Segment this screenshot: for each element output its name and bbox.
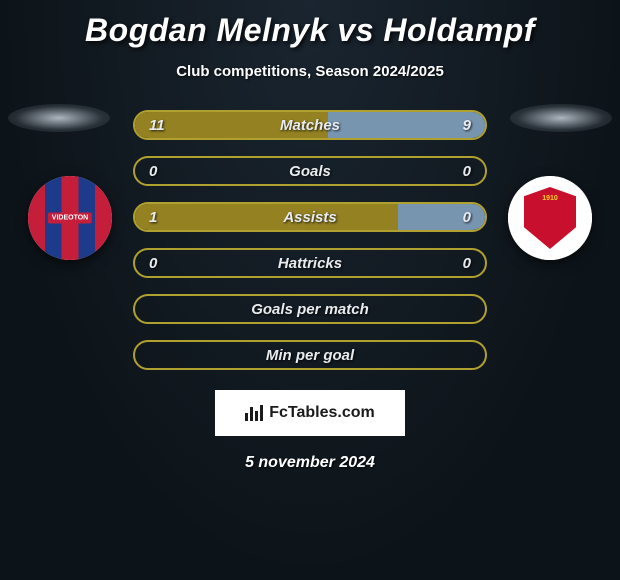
- stat-row: 11 9 Matches: [133, 110, 487, 140]
- stat-value-left: 0: [149, 163, 157, 180]
- stat-label: Hattricks: [278, 255, 342, 272]
- stat-value-right: 9: [463, 117, 471, 134]
- stat-value-left: 0: [149, 255, 157, 272]
- stat-value-left: 1: [149, 209, 157, 226]
- date: 5 november 2024: [0, 454, 620, 472]
- stat-value-left: 11: [149, 117, 165, 134]
- dvtk-badge-icon: 1910: [508, 176, 592, 260]
- stat-row: 0 0 Hattricks: [133, 248, 487, 278]
- stat-label: Assists: [283, 209, 336, 226]
- bar-fill-right: [398, 204, 486, 230]
- bar-fill-right: [328, 112, 486, 138]
- stat-row: Min per goal: [133, 340, 487, 370]
- stat-label: Goals per match: [251, 301, 369, 318]
- page-title: Bogdan Melnyk vs Holdampf: [0, 0, 620, 49]
- stat-label: Goals: [289, 163, 331, 180]
- shadow-right: [510, 104, 612, 132]
- shadow-left: [8, 104, 110, 132]
- stat-label: Matches: [280, 117, 340, 134]
- team-badge-left: [28, 176, 112, 260]
- subtitle: Club competitions, Season 2024/2025: [0, 63, 620, 80]
- watermark-text: FcTables.com: [269, 404, 375, 422]
- stat-label: Min per goal: [266, 347, 354, 364]
- stat-value-right: 0: [463, 163, 471, 180]
- stat-value-right: 0: [463, 209, 471, 226]
- videoton-badge-icon: [28, 176, 112, 260]
- chart-icon: [245, 405, 263, 421]
- stat-value-right: 0: [463, 255, 471, 272]
- stat-bars: 11 9 Matches 0 0 Goals 1 0 Assists 0 0 Hattricks Goa…: [133, 110, 487, 370]
- stat-row: 0 0 Goals: [133, 156, 487, 186]
- stat-row: 1 0 Assists: [133, 202, 487, 232]
- comparison-content: 1910 11 9 Matches 0 0 Goals 1 0 Assists 0 0 Hattric…: [0, 110, 620, 370]
- bar-fill-left: [135, 204, 398, 230]
- team-badge-right: 1910: [508, 176, 592, 260]
- watermark: FcTables.com: [215, 390, 405, 436]
- stat-row: Goals per match: [133, 294, 487, 324]
